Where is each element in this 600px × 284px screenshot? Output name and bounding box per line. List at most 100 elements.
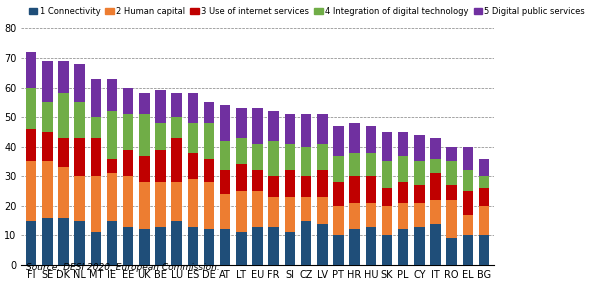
Bar bbox=[107, 158, 117, 173]
Bar bbox=[349, 229, 360, 265]
Bar bbox=[301, 197, 311, 221]
Bar bbox=[172, 93, 182, 117]
Bar bbox=[365, 153, 376, 176]
Bar bbox=[430, 224, 441, 265]
Bar bbox=[26, 87, 37, 129]
Bar bbox=[365, 126, 376, 153]
Bar bbox=[26, 52, 37, 87]
Bar bbox=[479, 235, 489, 265]
Bar bbox=[349, 123, 360, 153]
Bar bbox=[284, 170, 295, 197]
Bar bbox=[236, 108, 247, 138]
Bar bbox=[188, 153, 198, 179]
Bar bbox=[204, 229, 214, 265]
Bar bbox=[365, 203, 376, 227]
Bar bbox=[26, 162, 37, 221]
Bar bbox=[42, 102, 53, 132]
Bar bbox=[333, 235, 344, 265]
Bar bbox=[91, 232, 101, 265]
Bar bbox=[204, 182, 214, 229]
Bar bbox=[284, 232, 295, 265]
Bar bbox=[333, 206, 344, 235]
Bar bbox=[139, 182, 149, 229]
Bar bbox=[252, 227, 263, 265]
Bar bbox=[74, 102, 85, 138]
Bar bbox=[463, 215, 473, 235]
Bar bbox=[155, 227, 166, 265]
Bar bbox=[139, 156, 149, 182]
Bar bbox=[446, 238, 457, 265]
Bar bbox=[204, 123, 214, 158]
Bar bbox=[107, 111, 117, 158]
Bar bbox=[204, 102, 214, 123]
Bar bbox=[382, 132, 392, 162]
Bar bbox=[479, 188, 489, 206]
Bar bbox=[446, 185, 457, 200]
Bar bbox=[220, 105, 230, 141]
Bar bbox=[91, 176, 101, 232]
Bar bbox=[284, 144, 295, 170]
Bar bbox=[284, 197, 295, 232]
Bar bbox=[398, 203, 409, 229]
Bar bbox=[220, 229, 230, 265]
Bar bbox=[236, 164, 247, 191]
Bar bbox=[139, 93, 149, 114]
Bar bbox=[479, 176, 489, 188]
Bar bbox=[414, 135, 425, 162]
Bar bbox=[123, 176, 133, 227]
Bar bbox=[42, 162, 53, 218]
Bar bbox=[268, 197, 279, 227]
Bar bbox=[398, 229, 409, 265]
Bar bbox=[317, 197, 328, 224]
Bar bbox=[188, 227, 198, 265]
Bar bbox=[382, 162, 392, 188]
Bar bbox=[398, 132, 409, 156]
Bar bbox=[398, 182, 409, 203]
Bar bbox=[349, 203, 360, 229]
Bar bbox=[430, 158, 441, 173]
Bar bbox=[107, 221, 117, 265]
Bar bbox=[220, 194, 230, 229]
Bar bbox=[26, 129, 37, 162]
Bar bbox=[268, 111, 279, 141]
Bar bbox=[155, 123, 166, 150]
Bar bbox=[414, 227, 425, 265]
Bar bbox=[42, 132, 53, 162]
Bar bbox=[42, 61, 53, 102]
Bar bbox=[301, 114, 311, 147]
Bar bbox=[220, 141, 230, 170]
Bar bbox=[430, 173, 441, 200]
Bar bbox=[172, 117, 182, 138]
Bar bbox=[74, 176, 85, 221]
Bar bbox=[58, 218, 69, 265]
Bar bbox=[365, 227, 376, 265]
Bar bbox=[479, 158, 489, 176]
Bar bbox=[268, 227, 279, 265]
Bar bbox=[252, 144, 263, 170]
Bar bbox=[301, 176, 311, 197]
Bar bbox=[382, 235, 392, 265]
Bar bbox=[430, 200, 441, 224]
Bar bbox=[317, 170, 328, 197]
Bar bbox=[446, 200, 457, 238]
Bar bbox=[284, 114, 295, 144]
Bar bbox=[268, 141, 279, 176]
Bar bbox=[123, 150, 133, 176]
Bar bbox=[204, 158, 214, 182]
Bar bbox=[268, 176, 279, 197]
Bar bbox=[58, 93, 69, 138]
Bar bbox=[123, 227, 133, 265]
Bar bbox=[236, 138, 247, 164]
Bar bbox=[382, 206, 392, 235]
Bar bbox=[414, 162, 425, 185]
Bar bbox=[463, 191, 473, 215]
Bar bbox=[155, 150, 166, 182]
Bar bbox=[91, 79, 101, 117]
Bar bbox=[349, 153, 360, 176]
Bar bbox=[333, 182, 344, 206]
Bar bbox=[139, 114, 149, 156]
Bar bbox=[236, 191, 247, 232]
Bar bbox=[317, 144, 328, 170]
Bar bbox=[236, 232, 247, 265]
Bar bbox=[252, 170, 263, 191]
